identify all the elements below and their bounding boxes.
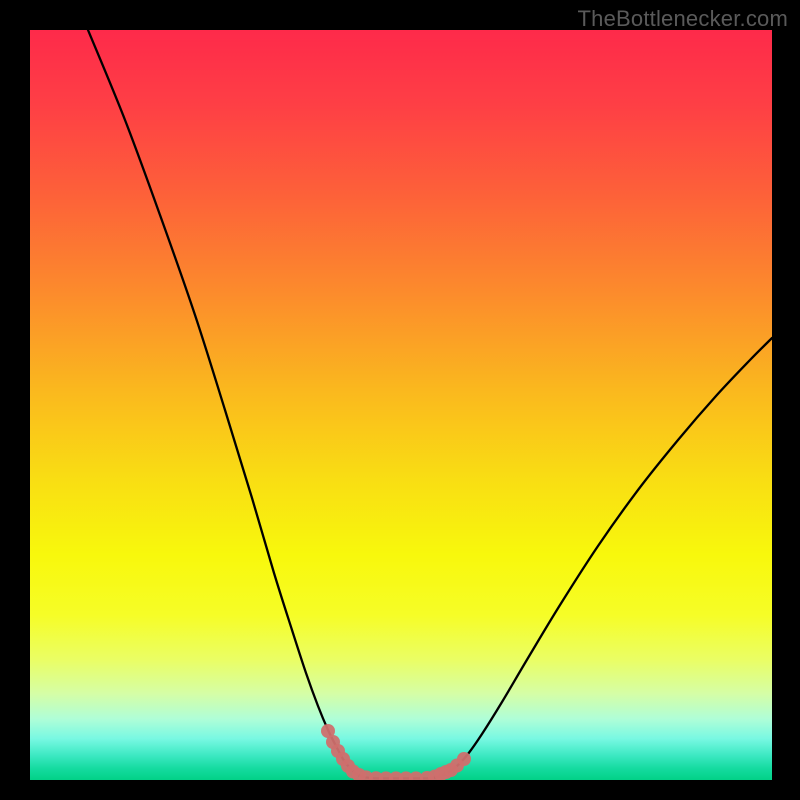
marker-right-5 [457, 752, 471, 766]
frame-border-right [772, 0, 800, 800]
chart-svg [30, 30, 772, 780]
frame-border-left [0, 0, 30, 800]
frame-border-bottom [0, 780, 800, 800]
curve-left [88, 30, 376, 778]
curve-right [428, 338, 772, 778]
chart-canvas: TheBottlenecker.com [0, 0, 800, 800]
plot-area [30, 30, 772, 780]
watermark-text: TheBottlenecker.com [578, 6, 788, 32]
